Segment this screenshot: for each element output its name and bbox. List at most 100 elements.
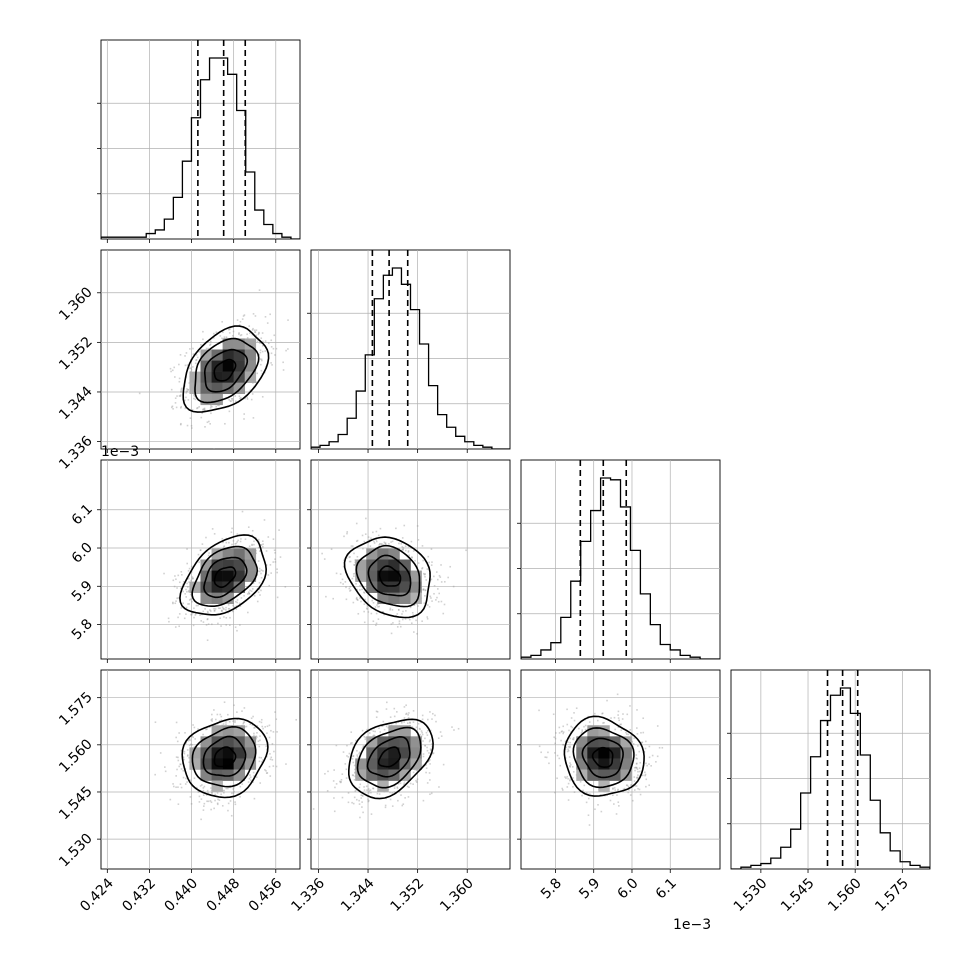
- contour-3-0-0: [213, 746, 237, 768]
- scatter-point: [207, 800, 210, 803]
- contour-2-0-2: [191, 545, 259, 607]
- scatter-point: [223, 701, 226, 704]
- scatter-point: [180, 422, 182, 425]
- scatter-point: [190, 424, 193, 427]
- density-cell: [244, 360, 257, 372]
- scatter-point: [367, 788, 370, 790]
- scatter-point: [178, 581, 181, 584]
- density-cell: [222, 570, 234, 582]
- hist-group-0: [101, 40, 300, 239]
- scatter-point: [252, 781, 254, 783]
- scatter-point: [262, 545, 264, 548]
- scatter-point: [265, 564, 268, 566]
- scatter-point: [225, 337, 228, 340]
- scatter-point: [249, 332, 251, 334]
- scatter-point: [177, 786, 179, 788]
- scatter-point: [399, 625, 402, 628]
- contour-3-1-3: [348, 718, 434, 800]
- x-tick-label-2-2: 6.0: [615, 875, 642, 902]
- scatter-point: [180, 786, 183, 789]
- scatter-point: [391, 792, 394, 794]
- scatter-point: [553, 736, 556, 738]
- scatter-point: [406, 722, 409, 724]
- scatter-point: [416, 525, 419, 527]
- density-cell: [620, 747, 632, 759]
- contour-1-0-1: [204, 348, 249, 393]
- scatter-point: [359, 584, 361, 587]
- scatter-point: [562, 731, 565, 733]
- scatter-point: [344, 581, 347, 583]
- scatter-point: [234, 719, 236, 722]
- pair-group-2-0: [101, 460, 300, 659]
- scatter-point: [295, 718, 298, 721]
- density-cell: [410, 592, 422, 605]
- scatter-point: [566, 750, 569, 753]
- scatter-point: [224, 422, 226, 425]
- scatter-point: [569, 765, 571, 767]
- density-cell: [587, 736, 599, 748]
- scatter-point: [389, 607, 392, 610]
- scatter-point: [258, 570, 261, 573]
- scatter-point: [275, 718, 278, 721]
- scatter-point: [274, 558, 276, 560]
- scatter-point: [370, 791, 372, 794]
- scatter-point: [215, 331, 218, 334]
- scatter-point: [183, 758, 185, 761]
- contour-1-0-3: [182, 325, 270, 413]
- scatter-point: [258, 331, 260, 334]
- scatter-point: [187, 570, 190, 572]
- scatter-point: [262, 727, 264, 730]
- density-cell: [233, 747, 246, 759]
- scatter-point: [422, 753, 425, 755]
- scatter-point: [209, 548, 212, 550]
- density-cell: [222, 548, 234, 560]
- scatter-point: [350, 731, 353, 733]
- scatter-point: [648, 756, 651, 759]
- scatter-point: [372, 620, 375, 623]
- scatter-point: [406, 785, 409, 788]
- scatter-point: [241, 710, 243, 712]
- scatter-point: [600, 810, 603, 813]
- scatter-point: [636, 727, 638, 729]
- density-cell: [200, 393, 212, 406]
- scatter-point: [201, 543, 204, 545]
- scatter-point: [636, 767, 638, 769]
- scatter-point: [404, 797, 406, 799]
- scatter-point: [232, 720, 234, 723]
- scatter-point: [430, 564, 433, 566]
- scatter-point: [397, 609, 400, 611]
- y-tick-label-3-3: 1.575: [56, 689, 96, 729]
- scatter-point: [420, 721, 422, 724]
- scatter-point: [259, 739, 261, 742]
- density-cell: [609, 769, 621, 781]
- scatter-point: [261, 359, 263, 362]
- scatter-point: [182, 583, 184, 586]
- scatter-point: [248, 545, 251, 548]
- scatter-point: [379, 527, 382, 530]
- scatter-point: [255, 329, 258, 331]
- scatter-point: [617, 788, 619, 791]
- scatter-point: [583, 784, 586, 787]
- scatter-point: [209, 406, 212, 409]
- scatter-point: [230, 400, 232, 402]
- scatter-point: [230, 398, 233, 400]
- scatter-point: [351, 758, 354, 760]
- scatter-point: [418, 727, 421, 730]
- scatter-point: [361, 747, 364, 749]
- scatter-point: [367, 792, 370, 794]
- scatter-point: [388, 543, 390, 545]
- scatter-point: [428, 752, 430, 754]
- scatter-point: [562, 743, 564, 746]
- scatter-point: [213, 332, 215, 335]
- scatter-points-1-0: [138, 289, 289, 449]
- scatter-point: [617, 710, 620, 713]
- scatter-point: [411, 556, 413, 559]
- scatter-point: [351, 545, 354, 547]
- density-cell: [576, 736, 588, 748]
- density-cell: [377, 548, 389, 560]
- scatter-point: [260, 569, 263, 571]
- scatter-point: [436, 596, 438, 599]
- scatter-point: [163, 572, 165, 575]
- scatter-point: [348, 556, 351, 559]
- density-cell: [222, 592, 234, 605]
